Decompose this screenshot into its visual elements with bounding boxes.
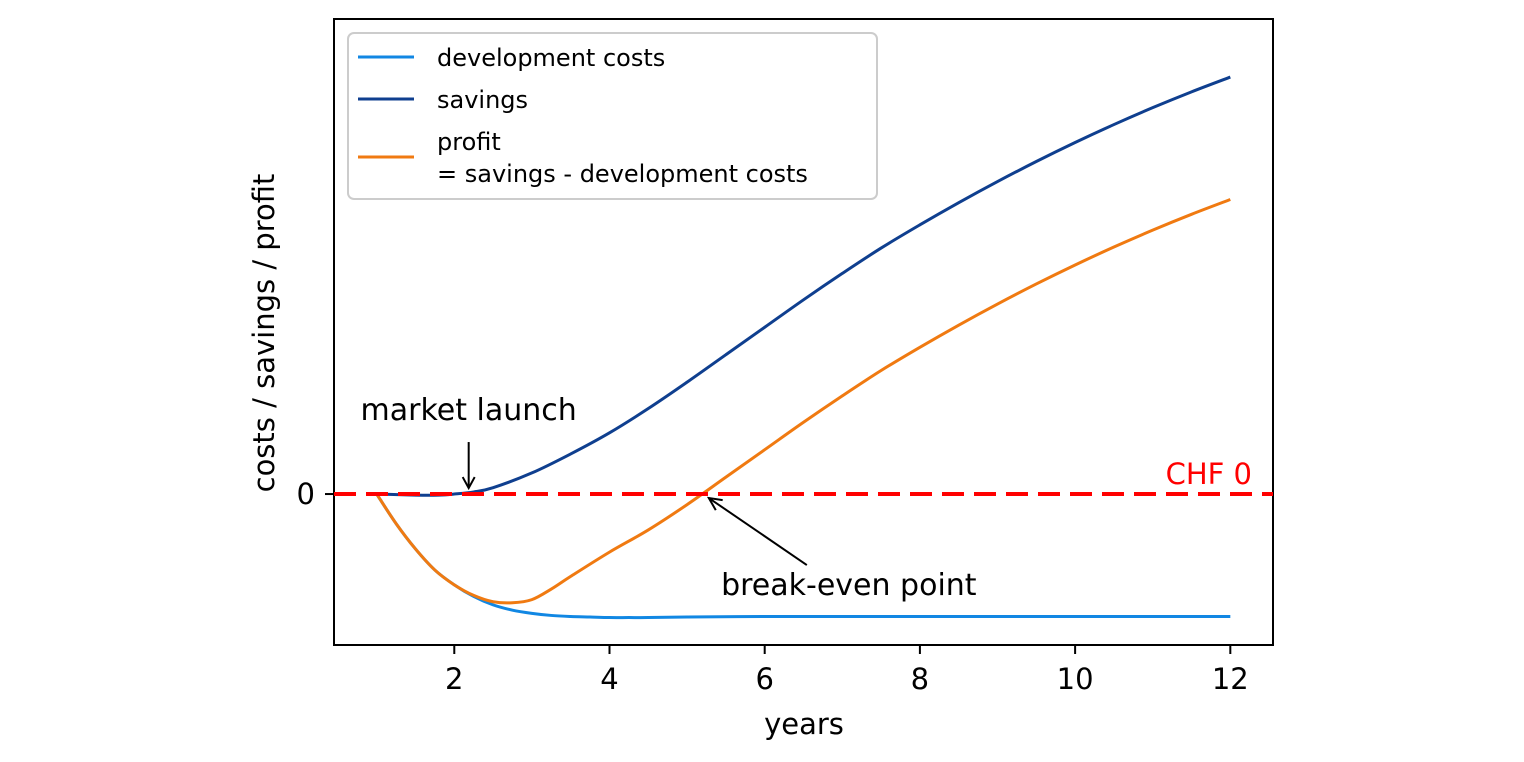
y-tick-label: 0	[297, 477, 315, 511]
legend-box	[347, 32, 878, 200]
x-tick-label: 8	[911, 662, 929, 696]
series-line-savings	[376, 75, 1231, 497]
ticks-layer: 2 4 6 8 10 12 0	[297, 477, 1249, 696]
legend: development costs savings profit = saving…	[347, 32, 878, 200]
legend-label-profit: profit = savings - development costs	[437, 128, 808, 188]
y-axis-title: costs / savings / profit	[247, 174, 281, 493]
x-axis-title: years	[764, 707, 844, 741]
market-launch-arrowhead-icon	[461, 476, 476, 491]
series-layer	[375, 75, 1231, 620]
legend-label-profit-line: profit	[437, 128, 501, 156]
series-line-profit	[375, 198, 1231, 605]
legend-label-development-costs: development costs	[437, 44, 665, 72]
x-tick-label: 10	[1057, 662, 1094, 696]
break-even-arrowhead-icon	[706, 496, 723, 511]
x-tick-label: 4	[600, 662, 618, 696]
plot-area-frame	[333, 18, 1274, 646]
zero-line-label: CHF 0	[1166, 457, 1252, 491]
x-tick-label: 12	[1212, 662, 1249, 696]
x-tick-label: 6	[755, 662, 773, 696]
break-even-arrow	[708, 497, 808, 566]
annotation-break-even-point: break-even point	[721, 568, 977, 603]
annotation-market-launch: market launch	[361, 393, 577, 428]
legend-label-profit-line: = savings - development costs	[437, 160, 808, 188]
legend-label-savings: savings	[437, 86, 528, 114]
x-tick-label: 2	[445, 662, 463, 696]
